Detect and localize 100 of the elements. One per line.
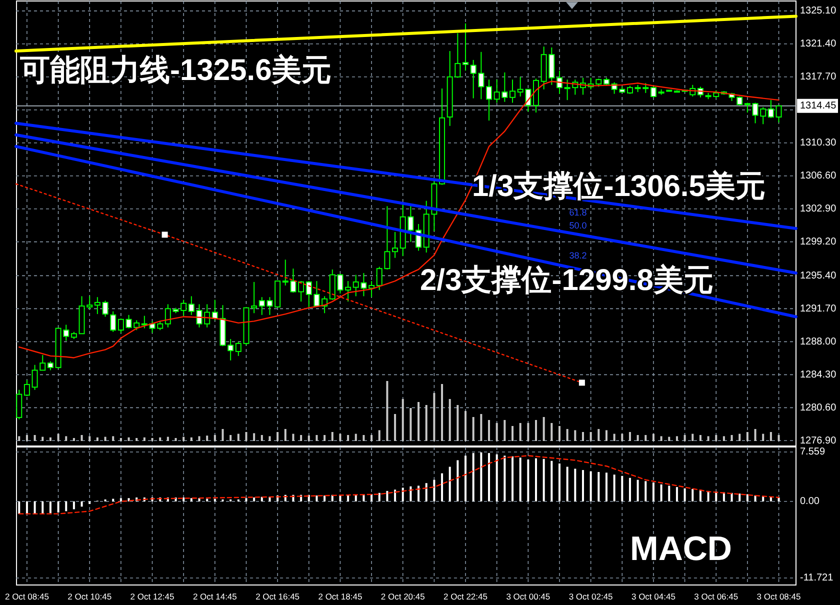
bar [660,436,662,441]
bar [433,480,436,502]
bar [464,456,467,502]
bar [496,423,498,441]
bar [692,434,694,441]
y-tick-label: 1284.30 [800,369,837,380]
bar [480,414,482,441]
y-tick-label: 1295.40 [800,270,837,282]
bar [245,432,248,441]
bar [253,433,256,441]
bar [182,436,185,441]
bar [504,420,506,441]
bar [738,494,741,502]
annotation: 38.2 [569,250,587,260]
bar [456,405,459,441]
bar [684,488,686,502]
bar [730,435,733,441]
annotation: 61.8 [569,207,587,218]
bar [574,430,576,441]
candlestick [110,310,116,332]
candlestick [251,281,258,314]
bar [72,438,75,441]
bar [88,436,91,441]
bar [418,486,420,502]
bar [292,434,294,441]
bar [582,432,584,441]
candlestick [188,296,194,316]
bar [136,438,138,441]
x-tick-label: 2 Oct 22:45 [444,591,488,602]
bar [198,436,200,441]
bar [441,384,444,441]
y-tick-label: 7.559 [800,446,826,458]
x-tick-label: 3 Oct 06:45 [694,591,738,602]
bar [754,429,756,441]
bar [386,490,388,502]
bar [276,432,279,441]
bar [550,460,553,502]
x-tick-label: 3 Oct 04:45 [631,591,676,602]
bar [18,436,20,441]
y-tick-label: 1325.10 [800,6,837,17]
bar [722,436,725,441]
bar [519,458,522,502]
bar [324,435,326,441]
y-tick-label: 1310.30 [800,138,837,149]
bar [448,466,451,502]
bar [668,486,670,502]
bar [206,498,208,502]
bar [214,498,216,502]
bar [566,466,568,502]
bar [300,435,302,441]
bar [214,435,216,441]
y-tick-label: 1288.00 [800,336,837,348]
bar [605,430,608,441]
bar [512,456,514,502]
bar [394,414,396,441]
bar [699,435,702,441]
y-tick-label: 1302.90 [800,203,837,214]
bar [65,436,68,441]
bar [347,494,350,502]
bar [746,494,748,502]
bar [621,434,624,441]
bar [738,434,741,441]
bar [260,435,263,441]
y-tick-label: 1299.20 [800,236,837,248]
bar [644,435,647,441]
bar [770,432,772,441]
bar [245,498,248,502]
bar [676,487,678,502]
bar [535,420,537,441]
bar [425,483,428,502]
bar [159,437,162,441]
bar [308,436,310,441]
bar [715,435,718,441]
x-tick-label: 2 Oct 14:45 [192,591,238,602]
x-tick-label: 2 Oct 12:45 [130,591,175,602]
bar [746,432,748,441]
bar [441,473,444,502]
bar [542,417,545,441]
bar [527,460,530,502]
candlestick [118,318,124,334]
y-tick-label: 1291.70 [800,303,837,314]
bar [166,436,169,441]
y-tick-label: -11.721 [800,572,834,584]
bar [402,488,404,502]
annotation: 50.0 [569,220,587,230]
x-tick-label: 2 Oct 10:45 [68,591,112,602]
candlestick [102,300,108,318]
bar [42,436,44,441]
x-tick-label: 3 Oct 00:45 [506,591,550,602]
bar [542,458,545,502]
bar [324,496,326,502]
bar [448,399,451,441]
candlestick [164,304,171,328]
bar [237,434,240,441]
bar [456,460,459,502]
y-tick-label: 1280.60 [800,402,837,414]
candlestick [228,338,234,361]
bar [628,432,631,441]
bar [488,420,490,441]
bar [394,490,396,502]
